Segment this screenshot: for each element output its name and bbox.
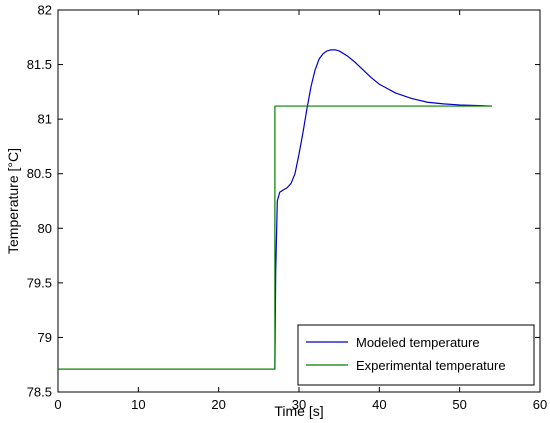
legend: Modeled temperature Experimental tempera… — [297, 324, 535, 386]
x-tick-label: 50 — [452, 397, 466, 412]
legend-label-modeled: Modeled temperature — [356, 335, 480, 350]
y-tick-label: 80.5 — [27, 166, 52, 181]
legend-label-experimental: Experimental temperature — [356, 358, 506, 373]
y-tick-label: 81 — [38, 112, 52, 127]
series-line-modeled — [58, 49, 492, 370]
y-tick-label: 82 — [38, 3, 52, 18]
x-tick-label: 60 — [533, 397, 547, 412]
y-tick-label: 81.5 — [27, 57, 52, 72]
x-axis-label: Time [s] — [274, 403, 323, 419]
y-tick-label: 80 — [38, 221, 52, 236]
series-line-experimental — [58, 105, 492, 370]
y-tick-label: 79 — [38, 330, 52, 345]
x-tick-label: 0 — [54, 397, 61, 412]
x-tick-label: 20 — [211, 397, 225, 412]
x-tick-label: 40 — [372, 397, 386, 412]
legend-box — [297, 324, 535, 386]
x-tick-label: 30 — [292, 397, 306, 412]
series-layer — [58, 49, 492, 370]
y-tick-label: 79.5 — [27, 275, 52, 290]
y-tick-label: 78.5 — [27, 385, 52, 400]
y-axis-label: Temperature [°C] — [5, 148, 21, 254]
x-tick-label: 10 — [131, 397, 145, 412]
axis-ticks: 0 10 20 30 40 50 60 78.5 79 79.5 80 80.5 81 81.5 82 — [27, 3, 548, 413]
